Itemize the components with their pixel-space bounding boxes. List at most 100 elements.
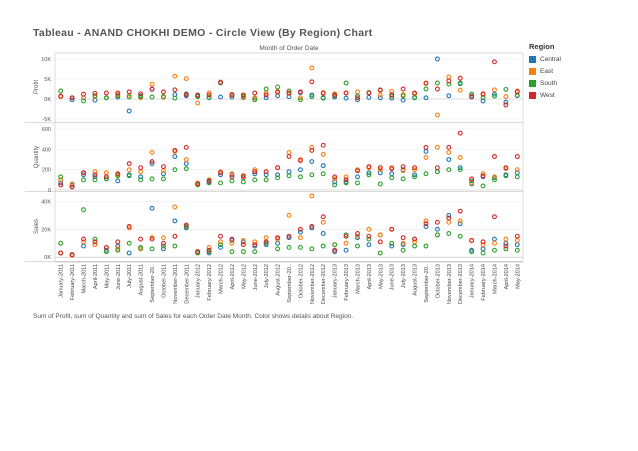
data-point-west xyxy=(377,239,383,245)
data-point-west xyxy=(297,226,303,232)
data-point-west xyxy=(275,165,281,171)
legend-swatch-south xyxy=(529,79,536,87)
data-point-west xyxy=(286,154,292,159)
x-tick-label: May-2013 xyxy=(378,264,384,289)
data-point-west xyxy=(503,243,509,249)
x-tick-label: April-2013 xyxy=(367,264,373,290)
data-point-south xyxy=(423,171,429,177)
data-point-central xyxy=(263,95,269,101)
data-point-east xyxy=(309,193,315,199)
data-point-west xyxy=(389,166,395,172)
data-point-south xyxy=(229,178,235,184)
data-point-east xyxy=(503,94,509,100)
data-point-central xyxy=(446,212,452,218)
data-point-west xyxy=(240,242,246,248)
data-point-south xyxy=(275,175,281,181)
data-point-central xyxy=(149,205,155,211)
data-point-west xyxy=(58,182,64,188)
data-point-south xyxy=(206,94,212,100)
data-point-west xyxy=(492,214,497,220)
data-point-west xyxy=(320,90,326,96)
data-point-west xyxy=(69,252,75,258)
data-point-central xyxy=(160,246,166,252)
y-tick-label: 400 xyxy=(42,147,51,153)
data-point-west xyxy=(457,208,463,214)
data-point-west xyxy=(480,91,486,97)
data-point-west xyxy=(58,250,64,256)
x-tick-label: May-2014 xyxy=(515,264,521,289)
data-point-central xyxy=(218,94,223,100)
legend-item-west[interactable]: West xyxy=(529,89,624,101)
data-point-west xyxy=(434,86,440,92)
x-tick-label: July-2013 xyxy=(401,264,407,288)
data-point-west xyxy=(309,224,315,229)
data-point-west xyxy=(229,236,235,242)
data-point-central xyxy=(434,226,440,232)
data-point-central xyxy=(149,161,155,167)
data-point-west xyxy=(92,172,98,178)
data-point-central xyxy=(138,174,144,180)
data-point-west xyxy=(514,89,520,95)
data-point-south xyxy=(58,174,64,180)
data-point-south xyxy=(275,84,281,90)
data-point-central xyxy=(160,171,166,177)
data-point-west xyxy=(229,174,235,180)
data-point-central xyxy=(514,242,520,248)
data-point-west xyxy=(343,233,349,239)
data-point-west xyxy=(423,144,429,150)
data-point-south xyxy=(149,246,155,252)
data-point-west xyxy=(195,249,201,255)
legend-item-east[interactable]: East xyxy=(529,65,624,77)
data-point-south xyxy=(343,80,349,86)
data-point-west xyxy=(81,236,86,242)
data-point-east xyxy=(160,235,166,241)
data-point-central xyxy=(480,246,486,252)
data-point-south xyxy=(434,169,440,175)
x-tick-label: December-2011 xyxy=(184,264,190,304)
x-tick-label: August-2012 xyxy=(276,264,282,296)
legend-item-south[interactable]: South xyxy=(529,77,624,89)
data-point-west xyxy=(263,239,269,245)
data-point-east xyxy=(69,181,75,187)
y-tick-label: 600 xyxy=(42,127,51,133)
data-point-west xyxy=(332,247,338,253)
data-point-west xyxy=(138,236,144,242)
data-point-south xyxy=(160,94,166,100)
data-point-east xyxy=(263,235,269,241)
data-point-central xyxy=(320,163,326,169)
data-point-east xyxy=(343,240,349,246)
data-point-west xyxy=(69,184,75,190)
data-point-south xyxy=(389,93,395,99)
data-point-central xyxy=(286,169,292,175)
data-point-east xyxy=(252,95,258,101)
data-point-south xyxy=(195,94,201,100)
x-tick-label: May-2011 xyxy=(104,264,110,288)
legend-label: Central xyxy=(540,55,561,63)
data-point-west xyxy=(126,89,132,95)
data-point-west xyxy=(400,86,406,92)
data-point-east xyxy=(138,169,144,175)
data-point-south xyxy=(446,81,452,87)
legend-item-central[interactable]: Central xyxy=(529,53,624,65)
legend-label: South xyxy=(540,79,557,87)
data-point-west xyxy=(400,164,406,170)
data-point-south xyxy=(400,176,406,182)
data-point-west xyxy=(92,239,98,245)
y-tick-label: 10K xyxy=(41,57,51,63)
y-tick-label: 40K xyxy=(41,199,51,205)
data-point-west xyxy=(160,240,166,246)
data-point-south xyxy=(366,172,372,178)
data-point-south xyxy=(320,171,326,177)
data-point-central xyxy=(320,231,326,236)
data-point-south xyxy=(172,95,178,101)
data-point-central xyxy=(503,99,509,105)
data-point-west xyxy=(469,238,475,243)
data-point-east xyxy=(446,219,452,225)
data-point-south xyxy=(172,167,178,173)
data-point-east xyxy=(286,149,292,155)
legend-title: Region xyxy=(529,42,555,51)
data-point-south xyxy=(218,180,223,186)
data-point-south xyxy=(138,94,144,100)
data-point-central xyxy=(275,172,281,178)
data-point-central xyxy=(229,94,235,100)
